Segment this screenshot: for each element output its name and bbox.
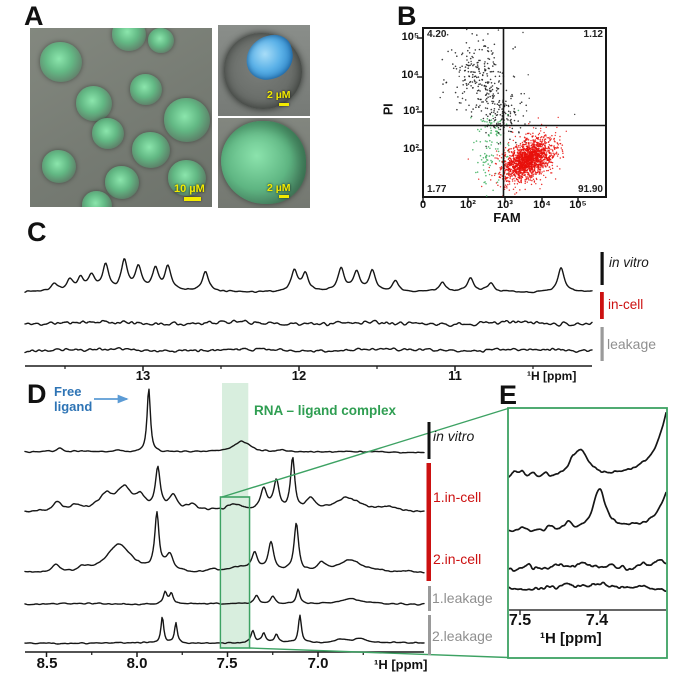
d-legend-2leakage: 2.leakage [432, 628, 493, 644]
b-xtick-0: 0 [419, 199, 427, 211]
legend-bar-invitro-d [427, 422, 431, 459]
legend-bar-invitro-c [600, 252, 604, 285]
scalebar-bottom [279, 195, 289, 198]
e-xaxis-label: ¹H [ppm] [540, 630, 602, 647]
b-xtick-1e4: 10⁴ [533, 199, 551, 211]
zoom-connector-top [221, 407, 509, 498]
scalebar-top [279, 103, 289, 106]
d-xtick-80: 8.0 [126, 655, 148, 672]
b-xtick-1e5: 10⁵ [569, 199, 587, 211]
panel-c-spectra [24, 258, 593, 371]
d-xtick-75: 7.5 [216, 655, 238, 672]
b-ytick-1e4: 10⁴ [401, 69, 419, 81]
free-ligand-label-line2: ligand [54, 399, 93, 414]
d-xaxis-label: ¹H [ppm] [374, 657, 428, 672]
cell [168, 160, 206, 196]
quadrant-lower-left-percent: 1.77 [427, 184, 447, 195]
d-xtick-85: 8.5 [36, 655, 58, 672]
microscopy-green-cell-image [218, 118, 310, 208]
cell-green [221, 121, 306, 204]
panel-c-label: C [27, 217, 47, 247]
microscopy-nucleus-cell-image [218, 25, 310, 116]
e-xtick-75: 7.5 [508, 612, 532, 629]
legend-bar-leakage2-d [428, 615, 431, 655]
zoom-panel-frame [507, 407, 668, 659]
c-legend-incell: in-cell [608, 297, 644, 312]
legend-bar-leakage-c [600, 327, 604, 361]
legend-bar-incell-c [600, 292, 604, 319]
panel-e-spectra [508, 412, 667, 615]
panel-d-label: D [27, 379, 47, 409]
cell [112, 28, 146, 51]
microscopy-overview-image [30, 28, 212, 207]
cell [148, 28, 174, 53]
free-ligand-label-line1: Free [54, 384, 82, 399]
complex-highlight-band [222, 383, 249, 648]
flow-plot-ticks [417, 37, 579, 203]
quadrant-upper-right-percent: 1.12 [583, 29, 603, 40]
zoom-connector-bottom [249, 647, 509, 659]
c-xtick-12: 12 [291, 368, 307, 383]
cell [40, 42, 82, 82]
d-legend-1incell: 1.in-cell [433, 489, 482, 505]
zoom-panel-bg [508, 408, 667, 658]
c-legend-invitro: in vitro [609, 255, 649, 270]
b-xtick-1e2: 10² [460, 199, 476, 211]
b-ytick-1e2: 10² [403, 143, 419, 155]
panel-a-label: A [24, 1, 44, 31]
e-xtick-74: 7.4 [585, 612, 609, 629]
cell [42, 150, 76, 183]
cell [130, 74, 162, 105]
c-legend-leakage: leakage [607, 336, 657, 352]
zoom-source-rect [219, 496, 251, 649]
scalebar-label-top: 2 µM [267, 89, 291, 101]
cell [92, 118, 124, 149]
d-xtick-70: 7.0 [307, 655, 329, 672]
b-xtick-1e3: 10³ [497, 199, 513, 211]
cell [76, 86, 112, 121]
scalebar-main [184, 197, 201, 201]
cell [82, 191, 112, 207]
c-xtick-11: 11 [448, 368, 462, 383]
panel-e-label: E [499, 380, 518, 410]
legend-bar-leakage1-d [428, 586, 431, 611]
cell [132, 132, 170, 168]
scalebar-label-main: 10 µM [174, 183, 205, 195]
b-ytick-1e3: 10³ [403, 105, 419, 117]
panel-b-label: B [397, 1, 417, 31]
cell [105, 166, 139, 199]
d-legend-1leakage: 1.leakage [432, 590, 493, 606]
flow-cytometry-dots [439, 28, 576, 197]
quadrant-upper-left-percent: 4.20 [427, 29, 447, 40]
c-xaxis-label: ¹H [ppm] [527, 369, 577, 383]
d-legend-invitro: in vitro [433, 428, 475, 444]
b-xlabel: FAM [493, 210, 521, 225]
quadrant-lower-right-percent: 91.90 [577, 184, 603, 195]
cell [164, 98, 210, 142]
scalebar-label-bottom: 2 µM [267, 182, 291, 194]
legend-bar-incell-d [426, 463, 431, 581]
c-xtick-13: 13 [135, 368, 151, 383]
b-ytick-1e5: 10⁵ [401, 31, 419, 43]
d-legend-2incell: 2.in-cell [433, 551, 482, 567]
rna-ligand-complex-label: RNA – ligand complex [254, 403, 397, 418]
